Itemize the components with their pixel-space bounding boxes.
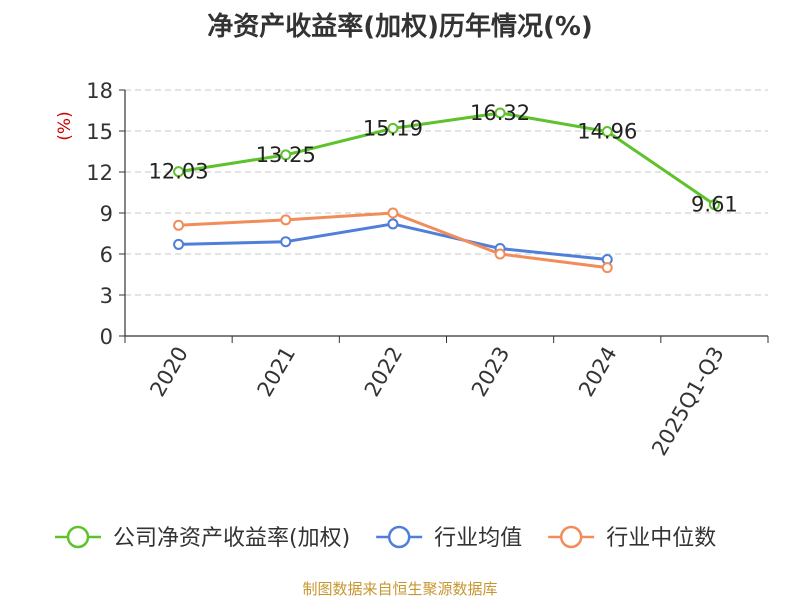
y-tick-label: 12 xyxy=(86,161,113,185)
x-tick-label: 2021 xyxy=(253,343,301,401)
data-point xyxy=(280,236,292,248)
data-point xyxy=(173,238,185,250)
data-label: 15.19 xyxy=(363,116,423,140)
data-point xyxy=(601,126,613,138)
footer-source: 制图数据来自恒生聚源数据库 xyxy=(302,580,498,598)
data-point xyxy=(280,149,292,161)
x-tick-label: 2025Q1-Q3 xyxy=(647,343,729,460)
legend-label: 公司净资产收益率(加权) xyxy=(113,526,350,551)
y-tick-label: 18 xyxy=(86,79,113,103)
legend-item[interactable]: 公司净资产收益率(加权) xyxy=(55,525,350,551)
data-point xyxy=(601,262,613,274)
y-tick-label: 3 xyxy=(100,284,113,308)
legend-item[interactable]: 行业中位数 xyxy=(548,525,716,551)
legend-label: 行业均值 xyxy=(434,526,522,551)
y-tick-label: 6 xyxy=(100,243,113,267)
grid-layer xyxy=(125,89,768,296)
y-axis-label: (%) xyxy=(55,111,75,140)
legend-marker-icon xyxy=(387,525,411,549)
legend[interactable]: 公司净资产收益率(加权) 行业均值 行业中位数 xyxy=(55,525,716,551)
x-tick-label: 2024 xyxy=(574,343,622,401)
data-point xyxy=(280,214,292,226)
data-label-layer: 12.03 13.25 15.19 16.32 14.96 9.61 xyxy=(149,101,738,217)
x-tick-label: 2023 xyxy=(467,343,515,401)
data-point xyxy=(494,248,506,260)
chart-title: 净资产收益率(加权)历年情况(%) xyxy=(207,12,593,42)
legend-marker-icon xyxy=(559,525,583,549)
y-tick-label: 15 xyxy=(86,120,113,144)
data-point xyxy=(387,207,399,219)
data-label: 13.25 xyxy=(256,143,316,167)
series-layer xyxy=(173,107,720,274)
x-tick-label: 2020 xyxy=(145,343,193,401)
data-label: 14.96 xyxy=(577,120,637,144)
y-tick-label: 0 xyxy=(100,325,113,349)
data-label: 9.61 xyxy=(691,193,738,217)
legend-marker-icon xyxy=(66,525,90,549)
data-point xyxy=(173,219,185,231)
data-point xyxy=(387,218,399,230)
data-point xyxy=(387,122,399,134)
y-tick-label: 9 xyxy=(100,202,113,226)
data-label: 16.32 xyxy=(470,101,530,125)
legend-item[interactable]: 行业均值 xyxy=(376,525,522,551)
x-tick-label: 2022 xyxy=(360,343,408,401)
series-line xyxy=(178,111,716,206)
data-point xyxy=(494,107,506,119)
data-label: 12.03 xyxy=(149,160,209,184)
data-point xyxy=(708,199,720,211)
legend-label: 行业中位数 xyxy=(606,526,716,551)
data-point xyxy=(173,166,185,178)
